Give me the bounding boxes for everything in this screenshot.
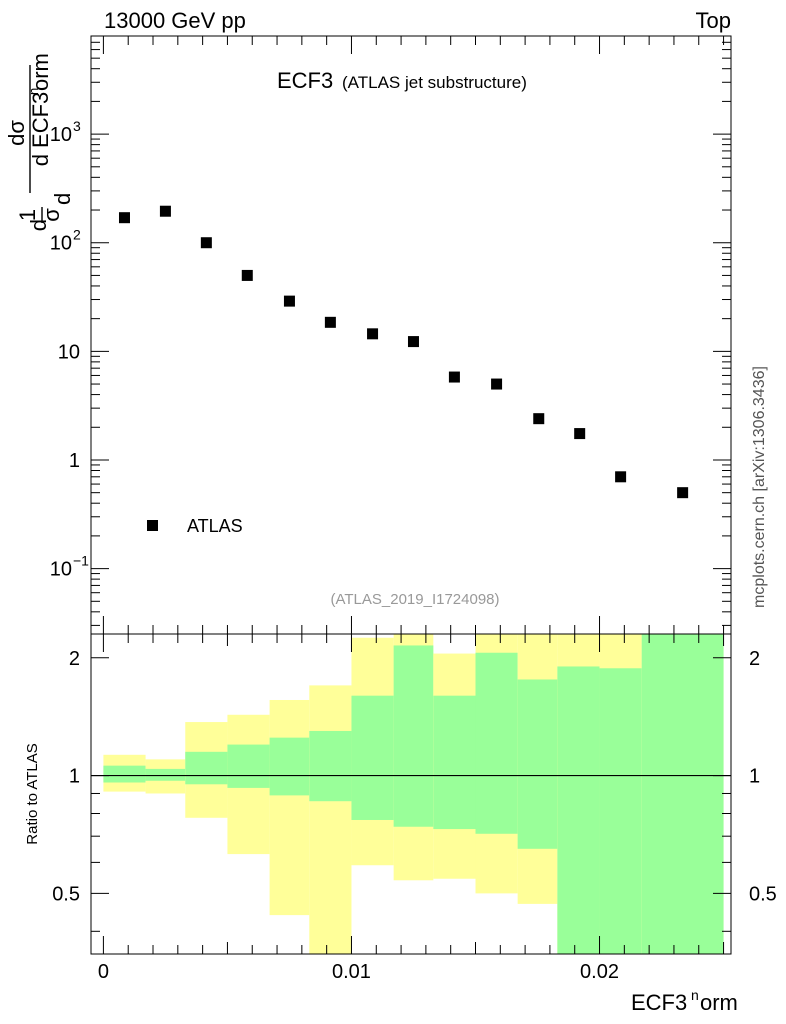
ylabel-d: d [26, 219, 51, 231]
stat-uncertainty-band [393, 645, 434, 827]
energy-label: 13000 GeV pp [104, 8, 246, 33]
stat-uncertainty-band [227, 744, 270, 788]
plot-subtitle: (ATLAS jet substructure) [342, 73, 527, 92]
ratio-y-tick-label-right: 0.5 [749, 883, 777, 905]
legend-label: ATLAS [187, 516, 243, 536]
data-point [448, 371, 460, 383]
legend-marker [147, 520, 158, 531]
main-y-tick-label: 10 [58, 341, 80, 363]
total-uncertainty-band [269, 699, 310, 916]
data-point [159, 205, 171, 217]
main-y-tick-label: 10 [50, 559, 72, 581]
process-label: Top [696, 8, 731, 33]
main-y-tick-label: 10 [50, 233, 72, 255]
watermark: mcplots.cern.ch [arXiv:1306.3436] [751, 366, 768, 608]
plot-title: ECF3 [277, 68, 333, 93]
data-point [491, 378, 503, 390]
data-point [118, 212, 130, 224]
main-data-points [118, 205, 689, 499]
stat-uncertainty-band [475, 652, 518, 834]
main-ticks [91, 35, 731, 634]
stat-uncertainty-band [145, 768, 186, 781]
main-frame [90, 35, 732, 635]
data-point [533, 413, 545, 425]
ratio-y-tick-label-left: 1 [69, 766, 80, 788]
main-y-tick-label-exp: 3 [73, 118, 81, 134]
data-point [324, 316, 336, 328]
data-point [367, 328, 379, 340]
analysis-id: (ATLAS_2019_I1724098) [330, 591, 499, 608]
main-y-axis-title: 1 σ d d dσ d ECF3 orm n [4, 53, 75, 231]
x-tick-label: 0.02 [580, 961, 619, 983]
ylabel-dsigma: dσ [4, 120, 29, 146]
ylabel-denominator-sigma: σ [39, 208, 64, 222]
ratio-y-axis-title: Ratio to ATLAS [24, 743, 41, 844]
main-y-tick-label: 10 [50, 124, 72, 146]
ratio-y-tick-labels: 2 2 1 1 0.5 0.5 [52, 648, 777, 906]
x-tick-label: 0 [98, 961, 109, 983]
stat-uncertainty-band [433, 695, 476, 830]
stat-uncertainty-band [599, 668, 642, 954]
total-uncertainty-band [309, 685, 352, 954]
x-tick-label: 0.01 [332, 961, 371, 983]
ratio-bands [103, 634, 724, 954]
stat-uncertainty-band [309, 730, 352, 802]
x-axis-title-rest: orm [700, 990, 738, 1015]
x-tick-labels: 0 0.01 0.02 [98, 961, 619, 983]
data-point [574, 428, 586, 440]
stat-uncertainty-band [557, 666, 600, 954]
ratio-y-tick-label-right: 1 [749, 766, 760, 788]
data-point [615, 471, 627, 483]
ylabel-d2: d [50, 193, 75, 205]
ylabel-n-sup: n [26, 88, 41, 95]
stat-uncertainty-band [269, 737, 310, 796]
ratio-y-tick-label-left: 0.5 [52, 883, 80, 905]
stat-uncertainty-band [641, 634, 724, 954]
data-point [283, 295, 295, 307]
x-axis-title-base: ECF3 [631, 990, 687, 1015]
data-point [200, 237, 212, 249]
data-point [407, 336, 419, 348]
stat-uncertainty-band [185, 751, 228, 785]
x-axis-title-sup: n [691, 987, 699, 1003]
main-y-tick-label: 1 [69, 450, 80, 472]
ylabel-numerator-one: 1 [15, 209, 40, 221]
ratio-panel: 2 2 1 1 0.5 0.5 0 0.01 0.02 Ratio to ATLAS ECF3… [24, 633, 777, 1015]
main-y-tick-label-exp: 2 [73, 227, 81, 243]
data-point [677, 487, 689, 499]
data-point [241, 269, 253, 281]
ylabel-ecf3: d ECF3 [28, 92, 53, 167]
stat-uncertainty-band [517, 679, 558, 849]
ratio-y-tick-label-right: 2 [749, 648, 760, 670]
stat-uncertainty-band [351, 695, 394, 820]
ratio-frame [90, 633, 732, 955]
ylabel-norm: orm [28, 53, 53, 91]
ratio-y-tick-label-left: 2 [69, 648, 80, 670]
stat-uncertainty-band [103, 765, 146, 783]
x-axis-title: ECF3 n orm [631, 987, 738, 1015]
main-y-tick-label-exp: −1 [73, 553, 89, 569]
